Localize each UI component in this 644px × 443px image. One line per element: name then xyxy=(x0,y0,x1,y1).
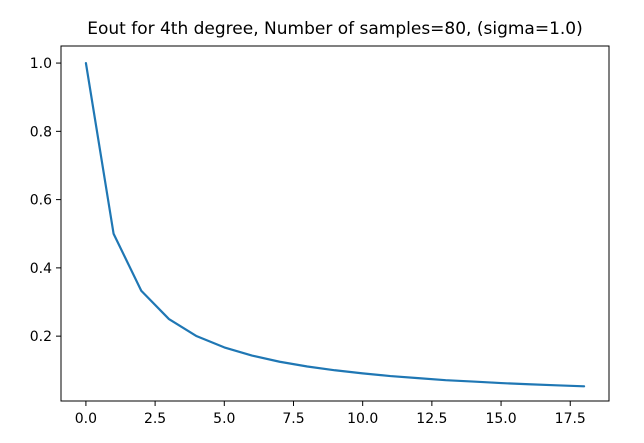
x-tick-label: 2.5 xyxy=(144,411,166,427)
plot-frame xyxy=(60,45,610,402)
x-tick-label: 17.5 xyxy=(555,411,586,427)
x-tick-label: 7.5 xyxy=(282,411,304,427)
y-tick-label: 0.6 xyxy=(30,193,52,209)
plot-area: 0.0 2.5 5.0 7.5 10.0 12.5 15.0 17.5 0.2 0.4 0.6 0.8… xyxy=(30,45,610,427)
y-tick-label: 0.4 xyxy=(30,261,52,277)
y-tick-label: 0.2 xyxy=(30,329,52,345)
x-tick-label: 15.0 xyxy=(485,411,516,427)
y-tick-label: 1.0 xyxy=(30,56,52,72)
y-tick-label: 0.8 xyxy=(30,124,52,140)
series-line-0 xyxy=(84,61,586,388)
x-tick-label: 5.0 xyxy=(213,411,235,427)
x-tick-label: 10.0 xyxy=(347,411,378,427)
x-tick-label: 12.5 xyxy=(416,411,447,427)
chart-title: Eout for 4th degree, Number of samples=8… xyxy=(87,19,583,39)
x-tick-label: 0.0 xyxy=(75,411,97,427)
